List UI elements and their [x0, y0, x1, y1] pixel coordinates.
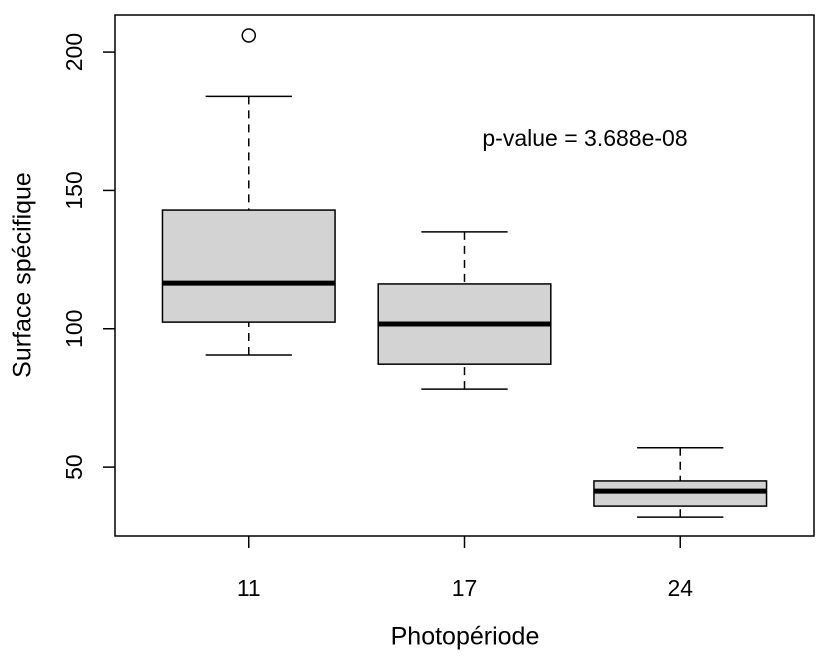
y-tick-label: 200 [61, 33, 87, 71]
outlier [241, 28, 257, 43]
box [161, 209, 336, 323]
y-axis-title: Surface spécifique [9, 172, 37, 378]
y-tick-label: 150 [61, 171, 87, 209]
x-tick-label: 24 [667, 575, 693, 601]
x-tick-label: 17 [452, 575, 478, 601]
y-tick-label: 50 [61, 454, 87, 480]
annotation: p-value = 3.688e-08 [482, 125, 687, 151]
x-tick-label: 11 [237, 575, 261, 601]
x-axis-title: Photopériode [391, 623, 540, 651]
y-tick-label: 100 [61, 310, 87, 348]
